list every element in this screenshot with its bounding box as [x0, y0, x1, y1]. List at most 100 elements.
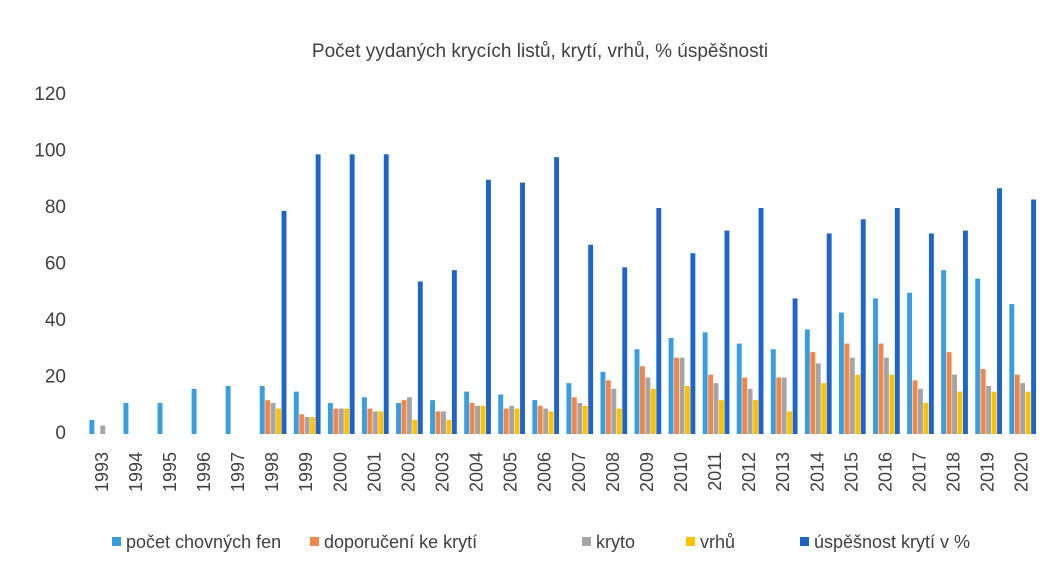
chart-title: Počet yydaných krycích listů, krytí, vrh…: [312, 41, 768, 62]
bar: [475, 405, 481, 434]
bar: [293, 391, 299, 434]
bar: [810, 352, 816, 434]
x-tick-label: 2016: [875, 452, 895, 492]
bar: [480, 405, 486, 434]
bar: [946, 352, 952, 434]
x-tick-label: 1998: [262, 452, 282, 492]
bar: [719, 400, 724, 434]
bar: [907, 292, 913, 434]
x-tick-label: 2010: [671, 452, 691, 492]
bar: [577, 402, 583, 434]
bar: [622, 267, 628, 434]
bar: [975, 278, 981, 434]
bar: [758, 208, 764, 434]
bar: [520, 182, 525, 434]
bar: [708, 374, 714, 434]
x-tick-label: 2009: [637, 452, 657, 492]
bar: [485, 179, 491, 434]
bar: [406, 397, 412, 434]
bar: [873, 298, 878, 434]
bar: [1020, 383, 1026, 434]
y-tick-label: 100: [34, 141, 66, 162]
x-tick-label: 1995: [160, 452, 180, 492]
bar: [781, 377, 787, 434]
bar: [684, 385, 690, 434]
bar: [815, 363, 821, 434]
bar: [378, 411, 384, 434]
bar: [417, 281, 423, 434]
bar: [640, 366, 645, 434]
bar: [1014, 374, 1020, 434]
x-tick-label: 2004: [467, 452, 487, 492]
legend-label: vrhů: [700, 532, 735, 552]
bar: [941, 270, 947, 434]
bar: [157, 402, 163, 434]
bar: [469, 402, 475, 434]
bar: [923, 402, 929, 434]
x-tick-label: 2013: [773, 452, 793, 492]
legend-label: úspěšnost krytí v %: [814, 532, 970, 552]
bar: [747, 388, 753, 434]
bar: [361, 397, 367, 434]
bar: [918, 388, 923, 434]
bar: [776, 377, 782, 434]
bar: [333, 408, 339, 434]
legend-swatch: [686, 537, 695, 546]
bar: [804, 329, 810, 434]
bar: [957, 391, 963, 434]
bar: [753, 400, 759, 434]
y-tick-label: 20: [45, 367, 66, 388]
bar: [349, 154, 355, 434]
bar: [736, 343, 742, 434]
x-tick-label: 2014: [807, 452, 827, 492]
bar: [844, 343, 850, 434]
bar: [383, 154, 389, 434]
bar: [605, 380, 611, 434]
bar: [889, 374, 895, 434]
bar: [724, 230, 730, 434]
bar: [498, 394, 504, 434]
bar: [588, 244, 594, 434]
bar: [821, 383, 827, 434]
bar: [270, 402, 276, 434]
legend-label: počet chovných fen: [126, 532, 281, 552]
y-tick-label: 40: [45, 310, 66, 331]
bar: [327, 402, 333, 434]
bar: [912, 380, 918, 434]
bar: [276, 408, 282, 434]
bar: [952, 374, 958, 434]
bar: [679, 357, 685, 434]
legend-label: kryto: [596, 532, 635, 552]
bar: [367, 408, 373, 434]
bar: [674, 357, 679, 434]
x-tick-label: 2000: [330, 452, 350, 492]
bar: [509, 405, 515, 434]
legend-swatch: [310, 537, 319, 546]
bar: [281, 210, 287, 434]
bar: [849, 357, 855, 434]
bar: [464, 391, 470, 434]
bar: [435, 411, 441, 434]
bar: [980, 369, 986, 434]
bar: [690, 253, 696, 434]
bar: [986, 385, 992, 434]
bar: [537, 405, 543, 434]
bar: [451, 270, 457, 434]
bar: [792, 298, 798, 434]
bar: [299, 414, 305, 434]
bar: [582, 405, 588, 434]
x-tick-label: 2006: [535, 452, 555, 492]
bar: [713, 383, 719, 434]
y-tick-label: 60: [45, 254, 66, 275]
x-tick-label: 2002: [398, 452, 418, 492]
bar: [338, 408, 344, 434]
bar: [396, 402, 401, 434]
bar: [860, 219, 866, 434]
bar: [532, 400, 538, 434]
bar: [304, 417, 310, 434]
bar: [645, 377, 651, 434]
bar: [344, 408, 350, 434]
bar: [600, 371, 606, 434]
bar: [650, 388, 656, 434]
